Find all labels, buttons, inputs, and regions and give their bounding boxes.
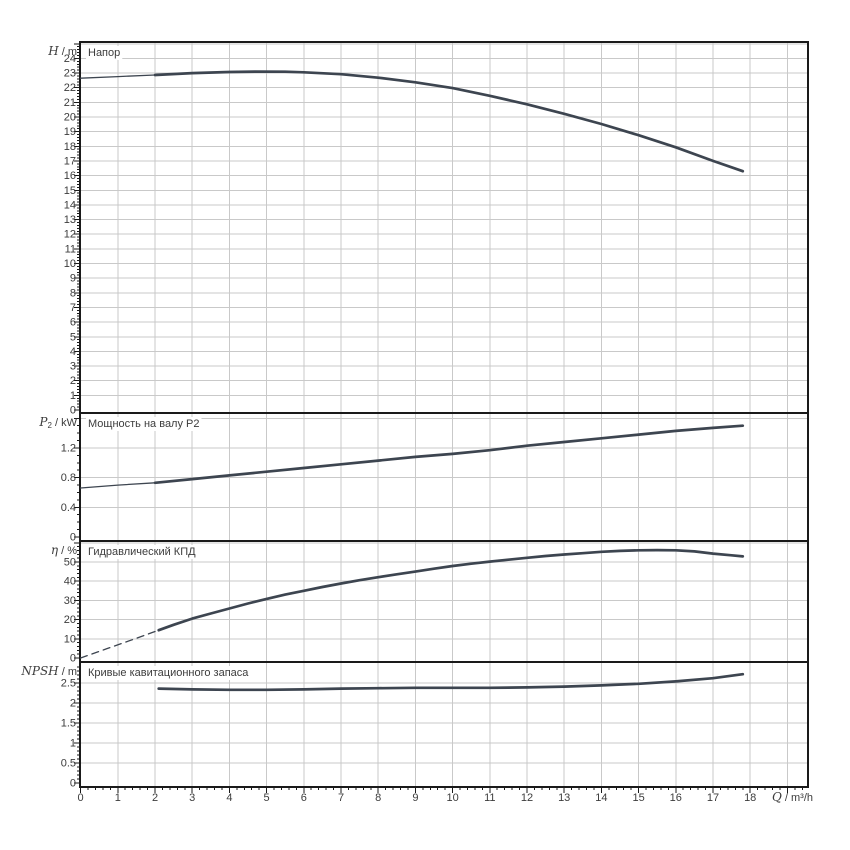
y-tick-label: 40 bbox=[64, 576, 76, 588]
subplot-title-bg bbox=[86, 417, 202, 431]
axis-tick-labels: 0123456789101112131415161718192021222324… bbox=[20, 44, 813, 804]
subplot-title-head: Напор bbox=[88, 47, 120, 59]
x-tick-label: 14 bbox=[595, 792, 607, 804]
x-tick-marks bbox=[80, 787, 803, 793]
curve-head bbox=[153, 70, 745, 173]
y-tick-label: 5 bbox=[70, 331, 76, 343]
subplot-title-bg bbox=[86, 666, 252, 680]
y-tick-label: 14 bbox=[64, 199, 76, 211]
x-tick-label: 11 bbox=[484, 792, 495, 804]
x-tick-label: 4 bbox=[226, 792, 232, 804]
y-tick-label: 13 bbox=[64, 214, 76, 226]
y-tick-label: 1.2 bbox=[61, 442, 76, 454]
x-tick-label: 0 bbox=[78, 792, 84, 804]
y-tick-marks-npsh bbox=[74, 666, 80, 784]
y-tick-label: 0.5 bbox=[61, 758, 76, 770]
y-tick-label: 10 bbox=[64, 633, 76, 645]
y-tick-label: 20 bbox=[64, 112, 76, 124]
x-tick-label: 6 bbox=[301, 792, 307, 804]
y-tick-label: 2 bbox=[70, 375, 76, 387]
y-tick-label: 3 bbox=[70, 361, 76, 373]
curve-npsh bbox=[157, 672, 745, 692]
x-tick-label: 18 bbox=[744, 792, 756, 804]
y-tick-label: 21 bbox=[64, 97, 76, 109]
x-tick-label: 3 bbox=[189, 792, 195, 804]
x-tick-label: 15 bbox=[632, 792, 644, 804]
curve-efficiency-below-min-flow bbox=[79, 629, 160, 659]
subplot-title-bg bbox=[86, 46, 123, 60]
y-tick-label: 1 bbox=[70, 738, 76, 750]
y-tick-label: 23 bbox=[64, 68, 76, 80]
y-tick-label: 0 bbox=[70, 778, 76, 790]
curve-power bbox=[153, 424, 745, 485]
y-tick-label: 2 bbox=[70, 698, 76, 710]
y-tick-label: 0.8 bbox=[61, 472, 76, 484]
plot-border bbox=[79, 41, 809, 788]
y-tick-label: 16 bbox=[64, 170, 76, 182]
y-tick-label: 4 bbox=[70, 346, 76, 358]
x-tick-label: 8 bbox=[375, 792, 381, 804]
data-curves bbox=[79, 70, 745, 692]
x-tick-label: 12 bbox=[521, 792, 533, 804]
grid-lines bbox=[80, 42, 808, 787]
y-tick-label: 10 bbox=[64, 258, 76, 270]
axes-borders bbox=[79, 41, 809, 788]
y-tick-label: 0.4 bbox=[61, 502, 76, 514]
y-tick-label: 9 bbox=[70, 273, 76, 285]
curve-power-below-min-flow bbox=[79, 482, 156, 489]
y-tick-marks-power bbox=[74, 417, 80, 538]
y-tick-label: 12 bbox=[64, 229, 76, 241]
y-tick-label: 18 bbox=[64, 141, 76, 153]
curve-head-below-min-flow bbox=[79, 74, 156, 79]
y-tick-label: 30 bbox=[64, 595, 76, 607]
x-tick-label: 13 bbox=[558, 792, 570, 804]
y-tick-label: 15 bbox=[64, 185, 76, 197]
y-tick-label: 20 bbox=[64, 614, 76, 626]
subplot-title-efficiency: Гидравлический КПД bbox=[88, 546, 196, 558]
y-tick-marks-head bbox=[74, 43, 80, 411]
subplot-title-bg bbox=[86, 545, 199, 559]
y-tick-label: 1 bbox=[70, 390, 76, 402]
x-tick-label: 2 bbox=[152, 792, 158, 804]
y-tick-label: 8 bbox=[70, 287, 76, 299]
y-axis-label-head: H / m bbox=[47, 44, 77, 58]
y-tick-label: 11 bbox=[65, 243, 76, 255]
y-tick-label: 6 bbox=[70, 317, 76, 329]
subplot-title-npsh: Кривые кавитационного запаса bbox=[88, 667, 249, 679]
x-axis-label: Q / m³/h bbox=[772, 790, 813, 804]
y-axis-label-efficiency: η / % bbox=[51, 543, 77, 557]
x-tick-label: 5 bbox=[264, 792, 270, 804]
y-tick-label: 0 bbox=[70, 653, 76, 665]
axis-tick-marks bbox=[74, 43, 803, 793]
x-tick-label: 7 bbox=[338, 792, 344, 804]
y-axis-label-npsh: NPSH / m bbox=[20, 664, 77, 678]
y-tick-label: 2.5 bbox=[61, 678, 76, 690]
x-tick-label: 16 bbox=[670, 792, 682, 804]
y-tick-label: 50 bbox=[64, 557, 76, 569]
y-tick-label: 7 bbox=[70, 302, 76, 314]
y-tick-label: 22 bbox=[64, 82, 76, 94]
x-tick-label: 9 bbox=[412, 792, 418, 804]
y-tick-label: 0 bbox=[70, 405, 76, 417]
subplot-titles: Напор Мощность на валу P2 Гидравлический К… bbox=[86, 46, 252, 680]
y-tick-label: 24 bbox=[64, 53, 76, 65]
y-axis-label-power: P2 / kW bbox=[38, 415, 77, 430]
y-tick-marks-efficiency bbox=[74, 542, 80, 659]
x-tick-label: 1 bbox=[115, 792, 121, 804]
y-tick-label: 17 bbox=[64, 155, 76, 167]
y-tick-label: 1.5 bbox=[61, 718, 76, 730]
curve-efficiency bbox=[157, 548, 745, 632]
y-tick-label: 0 bbox=[70, 532, 76, 544]
subplot-title-power: Мощность на валу P2 bbox=[88, 418, 200, 430]
x-tick-label: 10 bbox=[446, 792, 458, 804]
y-tick-label: 19 bbox=[64, 126, 76, 138]
x-tick-label: 17 bbox=[707, 792, 719, 804]
